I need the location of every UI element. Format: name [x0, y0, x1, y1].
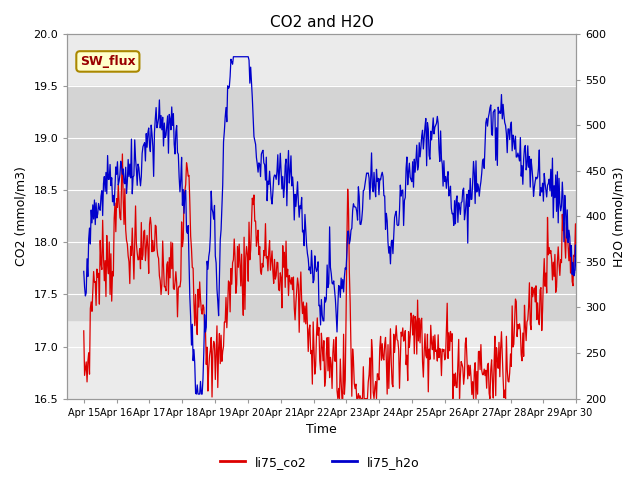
Text: SW_flux: SW_flux — [80, 55, 136, 68]
Bar — [67, 86, 576, 321]
Title: CO2 and H2O: CO2 and H2O — [270, 15, 374, 30]
X-axis label: Time: Time — [307, 423, 337, 436]
Y-axis label: H2O (mmol/m3): H2O (mmol/m3) — [612, 166, 625, 266]
Y-axis label: CO2 (mmol/m3): CO2 (mmol/m3) — [15, 167, 28, 266]
Legend: li75_co2, li75_h2o: li75_co2, li75_h2o — [215, 451, 425, 474]
